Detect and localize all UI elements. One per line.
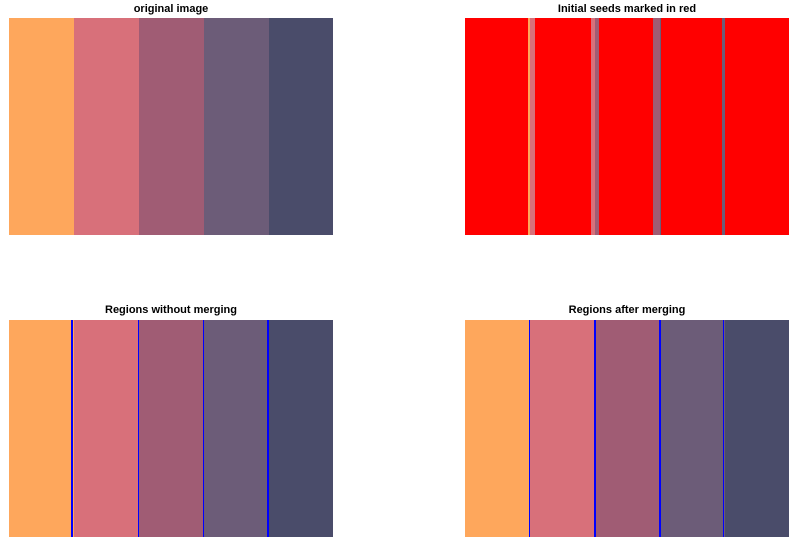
seed-region-1 — [465, 18, 528, 235]
regions-without-merging-image — [9, 320, 333, 537]
seeds-panel: Initial seeds marked in red — [465, 0, 789, 236]
region-boundary — [138, 320, 139, 537]
stripe-2 — [74, 320, 139, 537]
stripe-1 — [9, 320, 74, 537]
seeds-image — [465, 18, 789, 235]
stripe-5 — [269, 320, 333, 537]
region-boundary — [723, 320, 724, 537]
stripe-4 — [204, 18, 269, 235]
region-boundary — [594, 320, 596, 537]
region-boundary — [71, 320, 73, 537]
original-image-panel: original image — [9, 0, 333, 236]
stripe-1 — [9, 18, 74, 235]
stripe-1 — [465, 320, 530, 537]
stripe-2 — [530, 320, 595, 537]
original-image — [9, 18, 333, 235]
panel-title: Regions without merging — [105, 304, 237, 316]
seed-region-3 — [599, 18, 653, 235]
stripe-3 — [595, 320, 660, 537]
region-boundary — [203, 320, 204, 537]
stripe-4 — [660, 320, 725, 537]
stripe-5 — [725, 320, 789, 537]
panel-title: Initial seeds marked in red — [557, 3, 697, 15]
seed-region-5 — [725, 18, 789, 235]
seed-region-4 — [661, 18, 722, 235]
panel-title: original image — [133, 3, 209, 15]
regions-after-merging-image — [465, 320, 789, 537]
region-boundary — [267, 320, 269, 537]
stripe-2 — [74, 18, 139, 235]
seed-region-2 — [535, 18, 591, 235]
regions-without-merging-panel: Regions without merging — [9, 302, 333, 538]
regions-after-merging-panel: Regions after merging — [465, 302, 789, 538]
stripe-4 — [204, 320, 269, 537]
region-boundary — [659, 320, 661, 537]
stripe-5 — [269, 18, 333, 235]
stripe-3 — [139, 18, 204, 235]
panel-title: Regions after merging — [568, 304, 686, 316]
stripe-3 — [139, 320, 204, 537]
region-boundary — [529, 320, 530, 537]
